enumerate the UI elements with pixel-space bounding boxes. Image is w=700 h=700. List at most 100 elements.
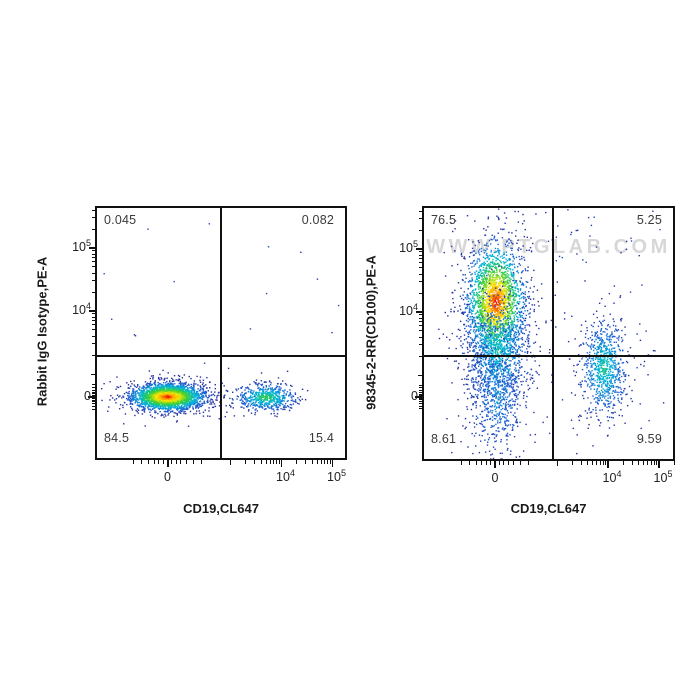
axis-tick: [494, 461, 496, 468]
axis-tick: [254, 460, 256, 464]
axis-tick: [418, 251, 422, 253]
axis-tick: [327, 460, 329, 464]
axis-tick: [556, 461, 558, 466]
y-tick-label: 104: [399, 302, 418, 318]
quadrant-percent-bottom-left: 84.5: [104, 431, 130, 445]
axis-tick: [91, 329, 95, 331]
axis-tick: [486, 461, 488, 465]
axis-tick: [305, 460, 307, 464]
axis-tick: [91, 291, 95, 293]
flow-plot-left: 0.045 0.082 84.5 15.4: [95, 206, 347, 460]
axis-tick: [592, 461, 594, 465]
axis-tick: [418, 408, 422, 410]
axis-tick: [571, 461, 573, 465]
axis-tick: [418, 403, 422, 405]
axis-tick: [269, 460, 271, 464]
x-axis-title-left: CD19,CL647: [183, 501, 259, 516]
axis-tick: [91, 209, 95, 211]
axis-tick: [418, 254, 422, 256]
x-tick-label: 105: [327, 468, 346, 484]
axis-tick: [481, 461, 483, 465]
axis-tick: [418, 292, 422, 294]
axis-tick: [91, 250, 95, 252]
axis-tick: [91, 324, 95, 326]
quadrant-gate-vertical-line-left: [220, 208, 222, 458]
axis-tick: [418, 218, 422, 220]
axis-tick: [185, 460, 187, 464]
axis-tick: [502, 461, 504, 465]
axis-tick: [91, 272, 95, 274]
axis-tick: [418, 387, 422, 389]
axis-tick: [311, 460, 313, 464]
axis-tick: [647, 461, 649, 465]
axis-tick: [418, 389, 422, 391]
axis-tick: [490, 461, 492, 465]
flow-plot-right: WWW.PTGLAB.COM 76.5 5.25 8.61 9.59: [422, 206, 675, 461]
quadrant-percent-bottom-left: 8.61: [431, 432, 457, 446]
quadrant-gate-vertical-line-right: [552, 208, 554, 459]
axis-tick: [158, 460, 160, 464]
axis-tick: [650, 461, 652, 465]
y-tick-label: 0: [84, 389, 91, 403]
axis-tick: [418, 355, 422, 357]
axis-tick: [201, 460, 203, 464]
axis-tick: [331, 460, 334, 467]
axis-tick: [141, 460, 143, 464]
y-tick-label: 0: [411, 389, 418, 403]
axis-tick: [91, 408, 95, 410]
axis-tick: [507, 461, 509, 465]
axis-tick: [91, 403, 95, 405]
quadrant-percent-top-left: 76.5: [431, 213, 457, 227]
dot-plot-canvas-right: [424, 208, 673, 459]
axis-tick: [273, 460, 275, 464]
axis-tick: [91, 261, 95, 263]
axis-tick: [418, 314, 422, 316]
axis-tick: [276, 460, 278, 464]
axis-tick: [418, 336, 422, 338]
axis-tick: [418, 394, 422, 396]
axis-tick: [631, 461, 633, 465]
axis-tick: [418, 398, 422, 400]
x-tick-label: 104: [602, 469, 622, 485]
y-tick-label: 105: [399, 239, 418, 255]
axis-tick: [230, 460, 231, 465]
x-tick-label: 104: [276, 468, 295, 484]
axis-tick: [418, 321, 422, 323]
axis-tick: [418, 330, 422, 332]
axis-tick: [580, 461, 582, 465]
axis-tick: [245, 460, 247, 464]
quadrant-gate-horizontal-line-right: [424, 355, 673, 357]
axis-tick: [90, 373, 95, 375]
quadrant-percent-top-right: 0.082: [301, 213, 334, 227]
axis-tick: [91, 399, 95, 401]
axis-tick: [91, 384, 95, 386]
axis-tick: [622, 461, 624, 465]
axis-tick: [91, 280, 95, 282]
quadrant-gate-horizontal-line-left: [97, 355, 345, 357]
axis-tick: [88, 310, 95, 312]
axis-tick: [418, 393, 422, 395]
axis-tick: [519, 461, 521, 465]
axis-tick: [91, 257, 95, 259]
axis-tick: [587, 461, 589, 465]
axis-tick: [418, 344, 422, 346]
axis-tick: [91, 253, 95, 255]
x-tick-label: 0: [491, 471, 499, 485]
axis-tick: [418, 399, 422, 401]
axis-tick: [91, 217, 95, 219]
x-tick-label: 105: [653, 469, 673, 485]
axis-tick: [91, 343, 95, 345]
axis-tick: [162, 460, 164, 464]
axis-tick: [599, 461, 601, 465]
axis-tick: [418, 384, 422, 386]
axis-tick: [418, 401, 422, 403]
axis-tick: [418, 258, 422, 260]
axis-tick: [418, 391, 422, 393]
axis-tick: [91, 389, 95, 391]
axis-tick: [278, 460, 280, 464]
y-tick-label: 105: [72, 238, 91, 254]
axis-tick: [418, 229, 422, 231]
axis-tick: [91, 387, 95, 389]
axis-tick: [91, 320, 95, 322]
